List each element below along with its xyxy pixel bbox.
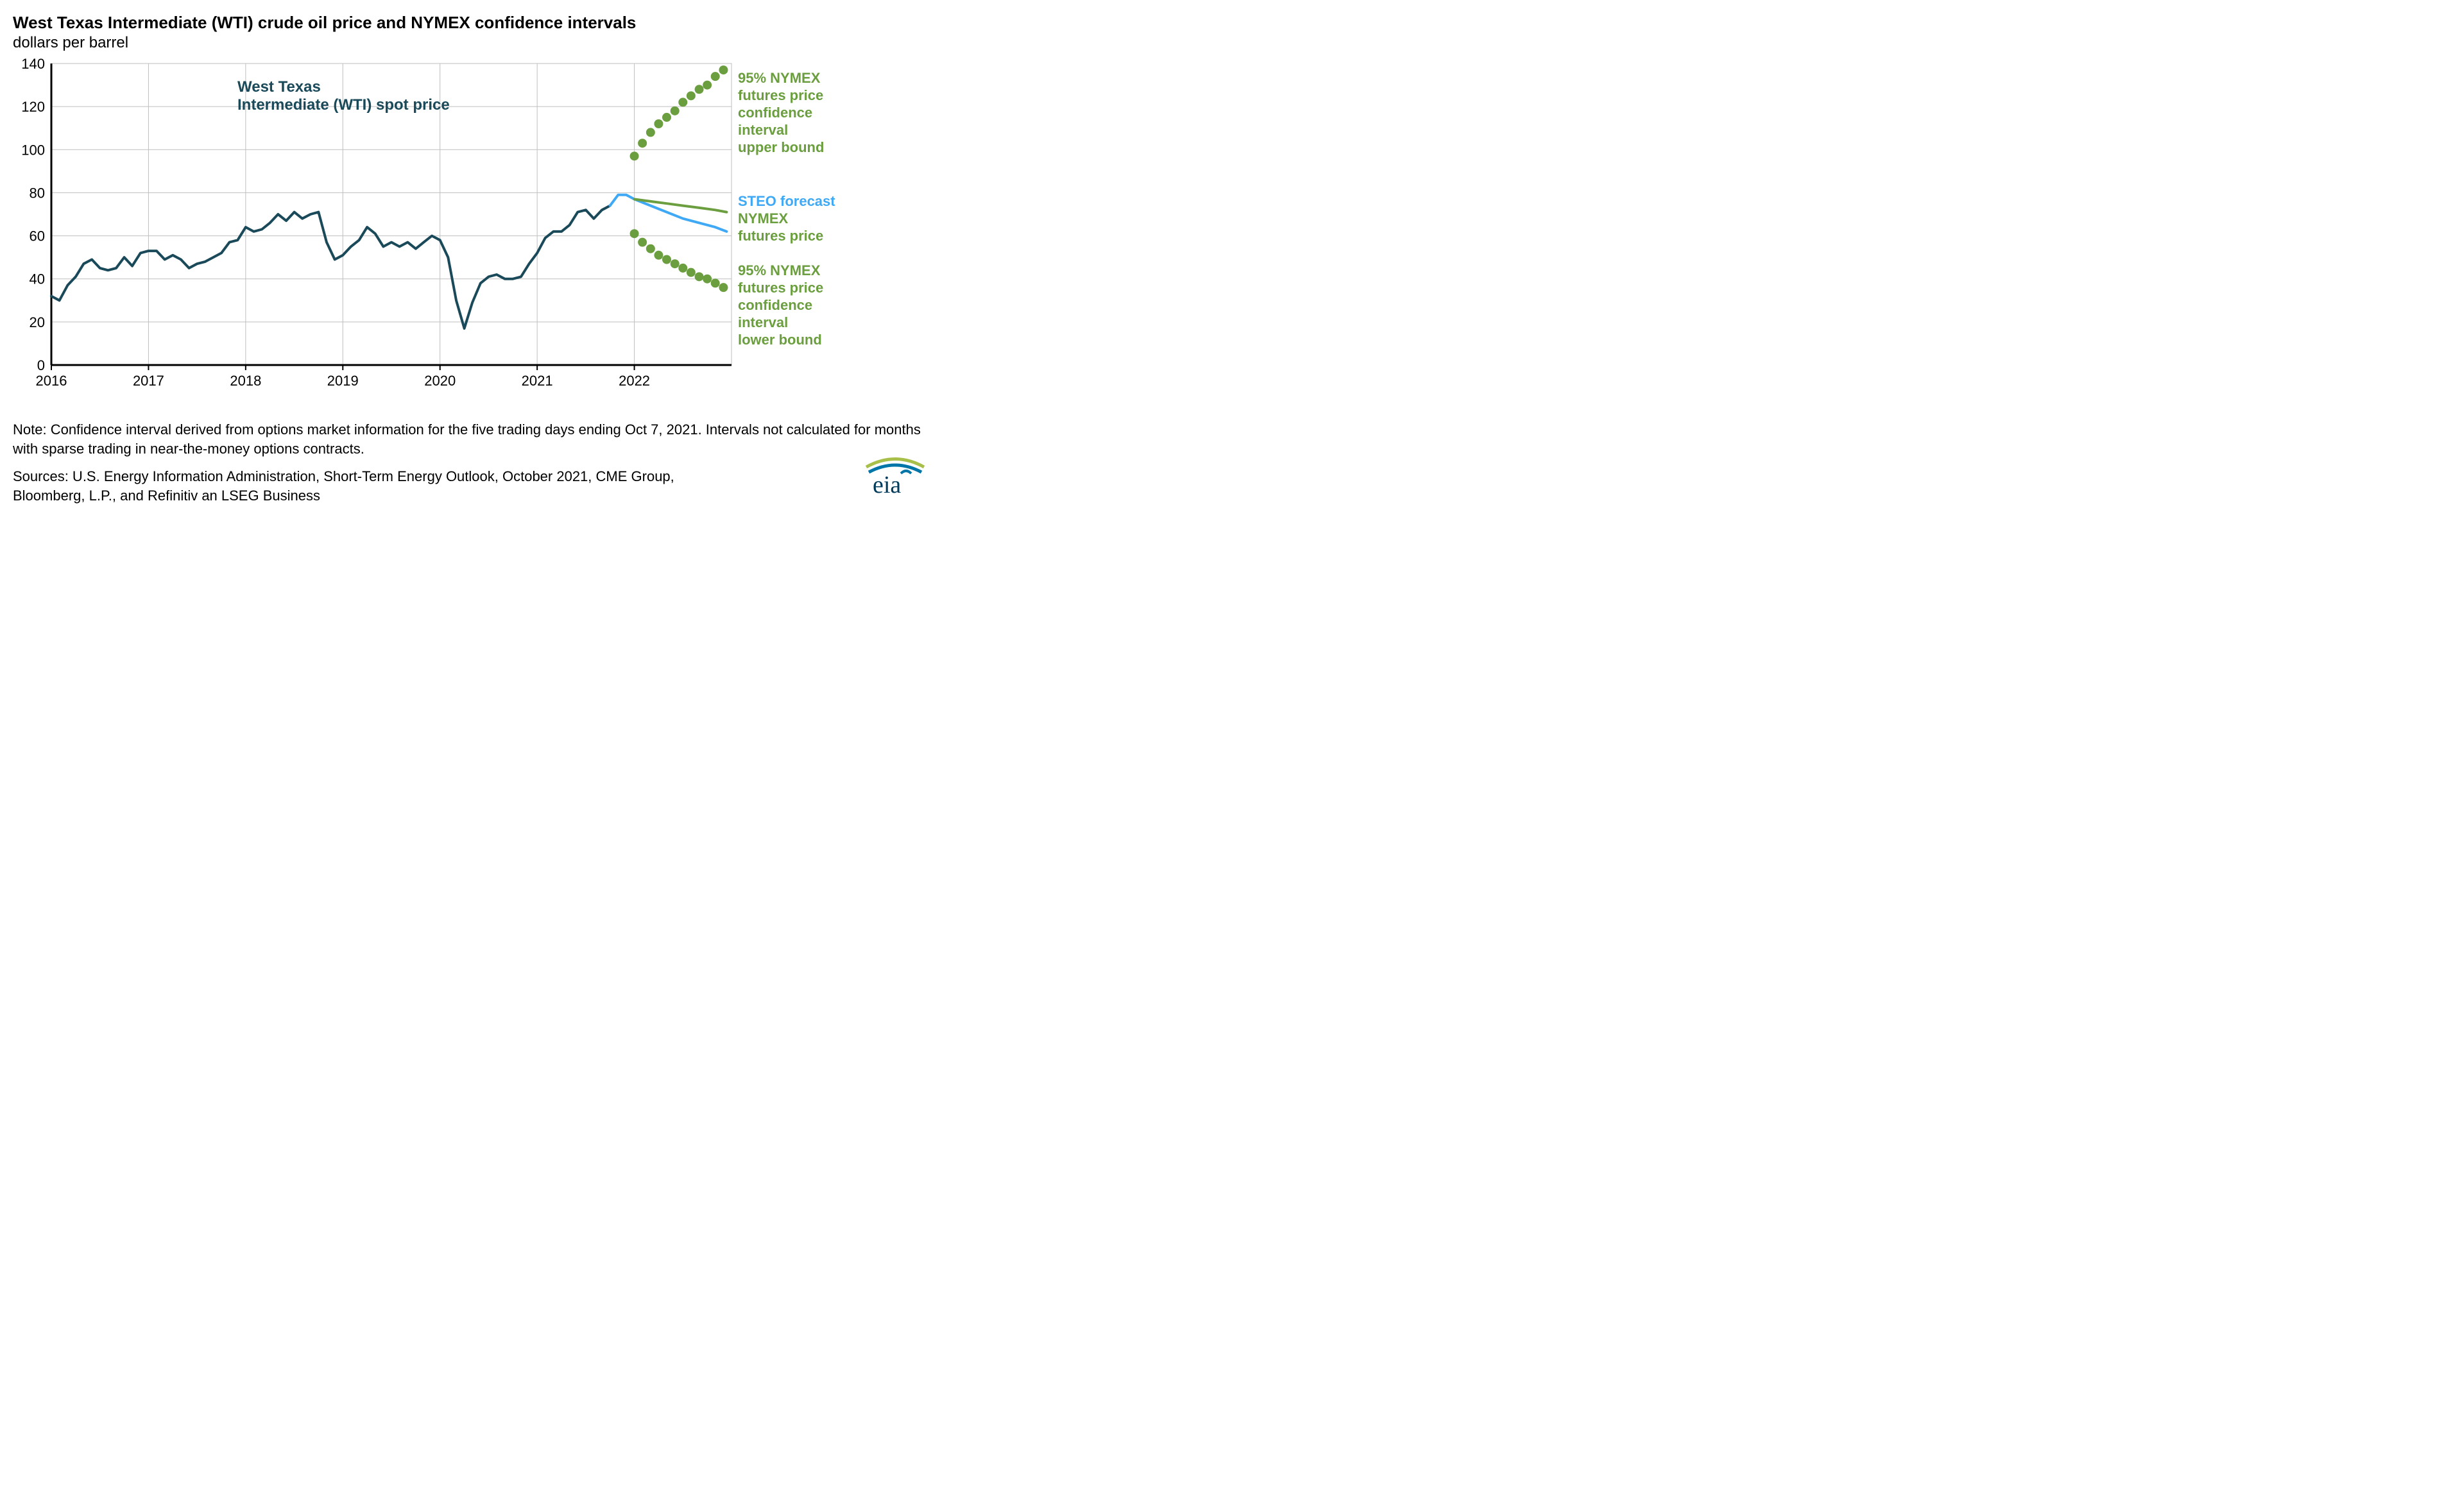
ci-lower-marker	[678, 264, 687, 273]
chart-container: West Texas Intermediate (WTI) crude oil …	[13, 13, 937, 506]
chart-subtitle: dollars per barrel	[13, 34, 937, 52]
y-tick-label: 100	[21, 142, 45, 158]
ci-upper-marker	[695, 85, 704, 94]
ci-upper-marker	[654, 119, 663, 128]
logo-i-dot-icon	[901, 471, 911, 473]
ci-upper-marker	[719, 65, 728, 74]
series-label-wti-line2: Intermediate (WTI) spot price	[237, 96, 450, 114]
legend-lower-bound: interval	[738, 314, 788, 330]
chart-note: Note: Confidence interval derived from o…	[13, 420, 937, 458]
chart-sources: Sources: U.S. Energy Information Adminis…	[13, 467, 719, 505]
x-tick-label: 2017	[133, 373, 164, 389]
ci-lower-marker	[638, 238, 647, 247]
legend-lower-bound: lower bound	[738, 332, 822, 348]
legend-steo: STEO forecast	[738, 193, 835, 209]
y-tick-label: 140	[21, 57, 45, 72]
ci-lower-marker	[711, 278, 720, 287]
ci-upper-marker	[630, 151, 639, 160]
ci-lower-marker	[695, 272, 704, 281]
ci-lower-marker	[646, 244, 655, 253]
x-tick-label: 2018	[230, 373, 261, 389]
logo-text: eia	[873, 472, 901, 498]
ci-upper-marker	[646, 128, 655, 137]
eia-logo: eia	[860, 454, 930, 499]
y-tick-label: 60	[30, 228, 45, 244]
ci-lower-marker	[719, 283, 728, 292]
y-tick-label: 0	[37, 357, 45, 373]
legend-lower-bound: confidence	[738, 297, 812, 313]
ci-upper-marker	[671, 106, 680, 115]
x-tick-label: 2019	[327, 373, 359, 389]
ci-upper-marker	[678, 98, 687, 106]
legend-lower-bound: 95% NYMEX	[738, 262, 821, 278]
ci-upper-marker	[662, 113, 671, 122]
x-tick-label: 2021	[522, 373, 553, 389]
ci-lower-marker	[687, 268, 696, 277]
x-tick-label: 2016	[36, 373, 67, 389]
ci-lower-marker	[654, 251, 663, 260]
y-tick-label: 20	[30, 314, 45, 330]
legend-upper-bound: 95% NYMEX	[738, 70, 821, 86]
legend-upper-bound: futures price	[738, 87, 823, 103]
ci-upper-marker	[687, 91, 696, 100]
legend-upper-bound: interval	[738, 122, 788, 138]
y-tick-label: 80	[30, 185, 45, 201]
legend-nymex-line2: futures price	[738, 228, 823, 244]
x-tick-label: 2022	[619, 373, 650, 389]
ci-lower-marker	[703, 275, 712, 284]
legend-upper-bound: upper bound	[738, 139, 824, 155]
legend-nymex-line1: NYMEX	[738, 210, 789, 226]
plot-svg: 0 20 40 60 80 100 120 140 2016 2017 2018 2019 2020 20…	[13, 57, 937, 416]
plot-area: 0 20 40 60 80 100 120 140 2016 2017 2018 2019 2020 20…	[13, 57, 937, 416]
x-tick-label: 2020	[424, 373, 456, 389]
legend-lower-bound: futures price	[738, 280, 823, 296]
ci-lower-marker	[662, 255, 671, 264]
ci-upper-marker	[711, 72, 720, 81]
series-label-wti: West Texas	[237, 78, 321, 96]
ci-upper-marker	[703, 81, 712, 90]
y-tick-label: 40	[30, 271, 45, 287]
ci-upper-marker	[638, 139, 647, 148]
legend-upper-bound: confidence	[738, 105, 812, 121]
ci-lower-marker	[671, 259, 680, 268]
y-tick-label: 120	[21, 99, 45, 115]
chart-title: West Texas Intermediate (WTI) crude oil …	[13, 13, 937, 33]
ci-lower-marker	[630, 229, 639, 238]
